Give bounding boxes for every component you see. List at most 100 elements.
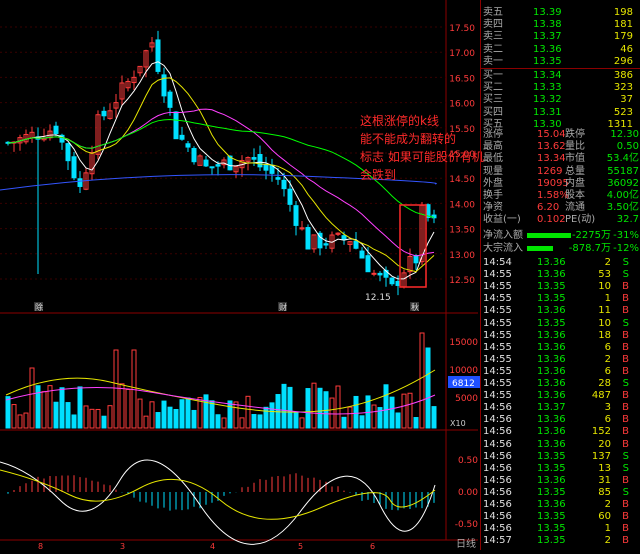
stat-value: 55187 — [607, 165, 639, 177]
tick-direction: S — [622, 378, 629, 389]
tick-time: 14:55 — [483, 269, 512, 281]
tick-price: 13.36 — [537, 499, 566, 510]
candle-body — [65, 143, 71, 162]
tick-time: 14:56 — [483, 486, 512, 498]
tick-time: 14:56 — [483, 523, 512, 535]
candle-body — [149, 42, 155, 48]
tick-direction: S — [622, 486, 629, 498]
candle-body — [335, 232, 341, 235]
volume-bar — [197, 396, 203, 429]
tick-row: 14:55 13.36 2 B — [481, 353, 640, 366]
macd-tick-label: -0.50 — [455, 520, 479, 530]
volume-bar — [317, 387, 323, 429]
tick-price: 13.36 — [537, 353, 566, 365]
order-book-row: 卖三 13.37 179 — [481, 30, 640, 43]
volume-bar — [143, 415, 149, 429]
tick-time: 14:56 — [483, 450, 512, 462]
volume-bar — [419, 332, 425, 429]
volume-bar — [179, 399, 185, 429]
tick-row: 14:56 13.35 85 S — [481, 486, 640, 499]
volume-bar — [347, 406, 353, 429]
order-label: 买一 — [483, 70, 503, 81]
chart-canvas[interactable]: 17.50 17.00 16.50 16.00 15.50 15.00 14.50 14.00… — [0, 0, 480, 551]
tick-price: 13.36 — [537, 365, 566, 377]
tick-volume: 28 — [598, 378, 611, 389]
volume-bar — [101, 415, 107, 429]
tick-volume: 3 — [604, 402, 611, 414]
stat-value: 36092 — [607, 177, 639, 189]
macd-tick-label: 0.00 — [458, 488, 478, 498]
tick-time: 14:56 — [483, 499, 512, 510]
volume-bar — [65, 402, 71, 429]
candle-body — [293, 205, 299, 226]
order-label: 买五 — [483, 118, 503, 130]
volume-bar — [251, 414, 257, 429]
moving-average-line — [0, 174, 437, 191]
stat-label: 净资 — [483, 202, 503, 214]
volume-bar — [407, 392, 413, 429]
bottom-label[interactable]: 日线 — [456, 538, 640, 551]
volume-bar — [311, 382, 317, 429]
volume-bar — [359, 415, 365, 429]
tick-price: 13.35 — [537, 535, 566, 547]
order-book-row: 买四 13.31 523 — [481, 106, 640, 119]
candle-body — [71, 156, 77, 179]
volume-bar — [287, 386, 293, 429]
tick-direction: B — [622, 353, 629, 365]
candle-body — [263, 164, 269, 171]
flow-bar — [527, 233, 571, 238]
stat-value: 0.102 — [537, 214, 566, 226]
order-volume: 323 — [613, 82, 633, 94]
stat-value: 3.50亿 — [606, 202, 639, 214]
order-price: 13.39 — [533, 7, 562, 18]
annotation-line: 会跌到 — [360, 168, 397, 182]
tick-price: 13.36 — [537, 390, 566, 402]
candle-body — [251, 157, 257, 160]
tick-row: 14:56 13.36 31 B — [481, 474, 640, 487]
volume-bar — [293, 411, 299, 429]
stat-label: 市值 — [565, 153, 585, 165]
kline-chart-area[interactable]: 17.50 17.00 16.50 16.00 15.50 15.00 14.50 14.00… — [0, 0, 484, 551]
bottom-label-text: 日线 — [456, 539, 476, 550]
tick-direction: B — [622, 523, 629, 535]
candle-body — [167, 91, 173, 108]
order-label: 卖三 — [483, 31, 503, 43]
tick-direction: S — [622, 317, 629, 329]
tick-row: 14:56 13.35 1 B — [481, 522, 640, 535]
candle-body — [203, 159, 209, 167]
stat-label: 涨停 — [483, 129, 503, 140]
volume-bar — [185, 397, 191, 429]
volume-bar — [371, 404, 377, 429]
stat-label: 最低 — [483, 153, 503, 165]
flow-label: 净流入额 — [483, 230, 523, 241]
candle-body — [341, 235, 347, 241]
tick-price: 13.35 — [537, 450, 566, 462]
order-book-row: 买二 13.33 323 — [481, 81, 640, 94]
stat-label: 股本 — [565, 190, 585, 201]
annotation-text: 这根涨停的k线 能不能成为翻转的 标志 如果可能股价有机 会跌到 — [360, 112, 510, 184]
order-price: 13.35 — [533, 55, 562, 67]
tick-price: 13.36 — [537, 341, 566, 353]
tick-direction: B — [622, 426, 629, 438]
highlight-box — [399, 204, 427, 288]
volume-bar — [167, 406, 173, 429]
stat-row: 现量 1269 总量 55187 — [481, 165, 640, 178]
tick-row: 14:55 13.36 18 B — [481, 329, 640, 342]
event-marker-box — [278, 302, 287, 311]
tick-direction: B — [622, 390, 629, 402]
tick-row: 14:56 13.35 137 S — [481, 450, 640, 463]
order-volume: 179 — [613, 31, 633, 43]
event-marker-box — [34, 302, 43, 311]
date-mark: 8 — [38, 542, 43, 550]
tick-row: 14:55 13.36 11 B — [481, 304, 640, 317]
candle-body — [77, 178, 83, 187]
tick-volume: 1 — [604, 293, 611, 305]
volume-bar — [245, 395, 251, 429]
event-marker: 除 — [35, 302, 43, 312]
price-tick-label: 13.00 — [449, 251, 475, 261]
date-mark: 6 — [370, 542, 375, 550]
volume-bar — [173, 409, 179, 429]
volume-bar — [149, 401, 155, 429]
volume-bar — [53, 401, 59, 429]
candle-body — [281, 179, 287, 190]
